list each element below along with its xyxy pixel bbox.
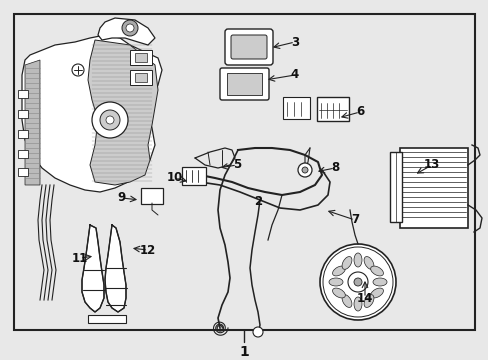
Text: 3: 3 (290, 36, 299, 49)
FancyBboxPatch shape (182, 167, 205, 185)
Bar (399, 148, 467, 228)
Circle shape (72, 64, 84, 76)
Circle shape (92, 102, 128, 138)
Circle shape (353, 278, 361, 286)
Circle shape (319, 244, 395, 320)
Polygon shape (82, 225, 104, 312)
Bar (14, 14, 474, 330)
Text: 6: 6 (355, 105, 364, 118)
Bar (18, 168, 28, 176)
Bar (88, 315, 126, 323)
Bar (18, 130, 28, 138)
Ellipse shape (342, 295, 351, 307)
Circle shape (297, 163, 311, 177)
Text: 12: 12 (140, 243, 156, 256)
Circle shape (100, 110, 120, 130)
Circle shape (122, 20, 138, 36)
FancyBboxPatch shape (316, 97, 348, 121)
Text: 10: 10 (166, 171, 183, 184)
Text: 14: 14 (356, 292, 372, 305)
Ellipse shape (332, 266, 345, 276)
Text: 9: 9 (118, 192, 126, 204)
Ellipse shape (328, 278, 342, 286)
Ellipse shape (370, 288, 383, 298)
Ellipse shape (364, 257, 373, 269)
FancyBboxPatch shape (220, 68, 268, 100)
FancyBboxPatch shape (141, 188, 163, 204)
Polygon shape (105, 225, 126, 312)
Bar (130, 50, 152, 65)
Text: 1: 1 (239, 345, 248, 359)
Circle shape (252, 327, 263, 337)
Text: 8: 8 (330, 162, 339, 175)
Ellipse shape (372, 278, 386, 286)
Bar (389, 152, 401, 222)
Ellipse shape (332, 288, 345, 298)
FancyBboxPatch shape (283, 97, 309, 119)
FancyBboxPatch shape (226, 73, 262, 95)
Polygon shape (98, 18, 155, 45)
Circle shape (126, 24, 134, 32)
Bar (18, 110, 28, 118)
Ellipse shape (353, 253, 361, 267)
Circle shape (106, 116, 114, 124)
Ellipse shape (364, 295, 373, 307)
FancyBboxPatch shape (224, 29, 272, 65)
Ellipse shape (353, 297, 361, 311)
Text: 13: 13 (423, 158, 439, 171)
Text: 2: 2 (253, 195, 262, 208)
Bar (135, 73, 147, 82)
Text: 5: 5 (232, 158, 241, 171)
Polygon shape (25, 60, 40, 185)
Text: 4: 4 (290, 68, 299, 81)
Bar (18, 150, 28, 158)
Bar (135, 53, 147, 62)
Text: 11: 11 (72, 252, 88, 265)
Text: 7: 7 (350, 213, 358, 226)
Ellipse shape (370, 266, 383, 276)
Circle shape (302, 167, 307, 173)
FancyBboxPatch shape (230, 35, 266, 59)
Ellipse shape (342, 257, 351, 269)
Polygon shape (88, 40, 158, 185)
Bar (130, 70, 152, 85)
Circle shape (347, 272, 367, 292)
Polygon shape (22, 35, 162, 192)
Bar (18, 90, 28, 98)
